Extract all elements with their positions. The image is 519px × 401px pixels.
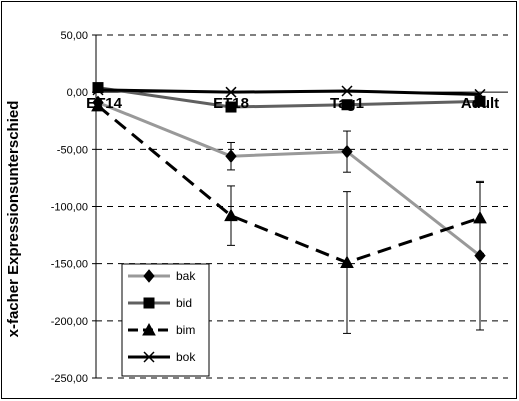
y-axis-title: x-facher Expressionsunterschied [5, 101, 22, 338]
x-tick-label: Adult [461, 95, 499, 112]
marker-bok [225, 86, 237, 98]
marker-bid [225, 101, 237, 113]
x-tick-label: ET14 [86, 95, 123, 112]
marker-bid [341, 99, 353, 111]
marker-bok [341, 85, 353, 97]
y-tick-label: -250,00 [51, 373, 88, 385]
x-marker-stroke [143, 351, 155, 363]
marker-bak [341, 144, 353, 159]
marker-bok [474, 88, 486, 100]
y-tick-label: -200,00 [51, 316, 88, 328]
x-marker-stroke [341, 85, 353, 97]
legend-marker-bok [143, 351, 155, 363]
x-marker-stroke [92, 84, 104, 96]
x-marker-stroke [225, 86, 237, 98]
series-markers [91, 82, 487, 269]
marker-bid [92, 82, 104, 94]
x-tick-label: Tag1 [330, 95, 364, 112]
legend-label-bok: bok [176, 350, 196, 364]
marker-bim [340, 255, 354, 269]
error-bars [227, 130, 484, 334]
legend-marker-bid [143, 297, 155, 309]
marker-bok [92, 84, 104, 96]
legend: bak bid bim bok [121, 263, 210, 377]
marker-bid [474, 95, 486, 107]
marker-bak [225, 149, 237, 163]
y-tick-label: -150,00 [51, 259, 88, 271]
x-tick-labels: ET14 ET18 Tag1 Adult [86, 95, 499, 112]
legend-label-bim: bim [176, 323, 195, 337]
legend-label-bak: bak [176, 269, 196, 283]
y-tick-label: 0,00 [67, 87, 88, 99]
x-marker-stroke [474, 88, 486, 100]
legend-marker-bak [143, 269, 155, 283]
legend-marker-bim [142, 322, 156, 336]
series-line-bid [97, 86, 481, 109]
y-tick-label: -50,00 [57, 144, 88, 156]
y-tick-label: -100,00 [51, 202, 88, 214]
legend-label-bid: bid [176, 296, 192, 310]
x-tick-label: ET18 [213, 95, 249, 112]
series-line-bak [97, 101, 481, 257]
legend-box [121, 263, 210, 377]
marker-bim [91, 98, 105, 112]
series-line-bok [97, 88, 481, 96]
series-lines [97, 86, 481, 265]
series-line-bim [97, 104, 481, 265]
marker-bim [224, 208, 238, 222]
marker-bim [473, 210, 487, 224]
y-tick-labels: 50,00 0,00 -50,00 -100,00 -150,00 -200,00 -250… [51, 30, 88, 385]
y-tick-label: 50,00 [60, 30, 88, 42]
marker-bak [474, 248, 486, 263]
